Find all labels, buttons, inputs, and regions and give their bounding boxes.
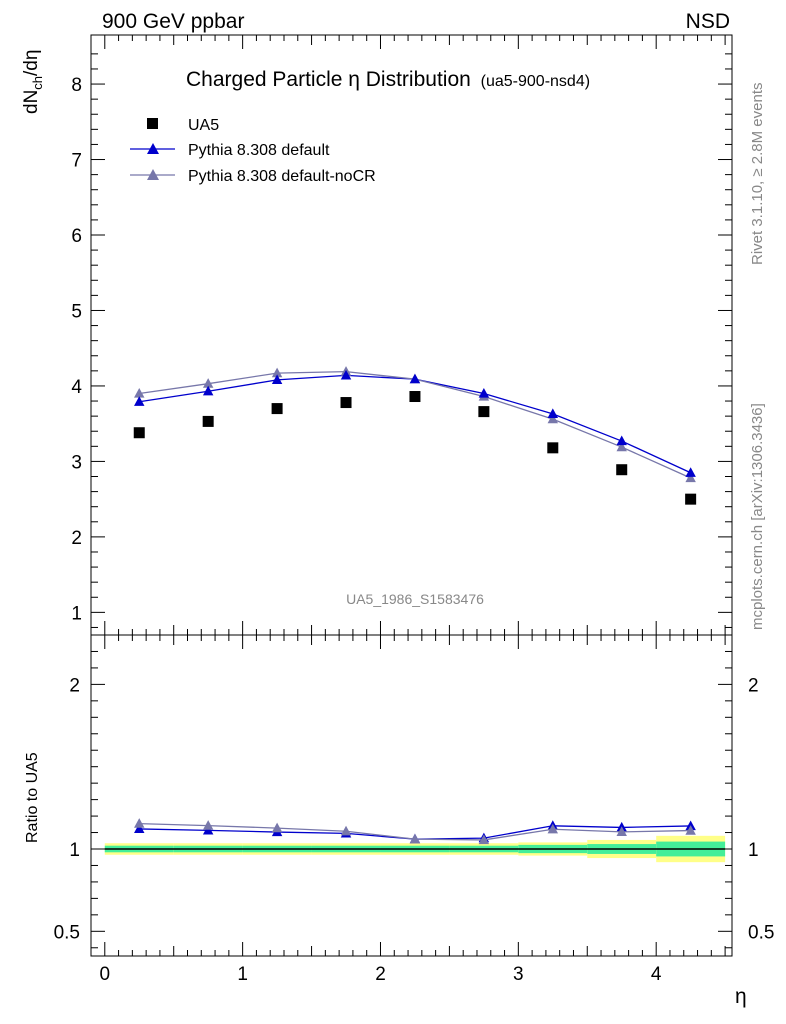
data-point xyxy=(409,391,421,403)
mc-point xyxy=(616,441,627,452)
x-tick-label: 1 xyxy=(237,964,248,985)
legend-marker-ua5 xyxy=(147,118,158,129)
mc-point xyxy=(478,387,490,398)
data-point xyxy=(478,406,490,418)
header-left-label: 900 GeV ppbar xyxy=(102,10,244,33)
legend: UA5 Pythia 8.308 default Pythia 8.308 de… xyxy=(130,117,376,185)
ratio-y-tick-label-right: 0.5 xyxy=(748,922,774,943)
y-tick-label: 4 xyxy=(71,377,82,398)
mc-point xyxy=(202,385,214,396)
data-point xyxy=(340,397,352,409)
main-series-group xyxy=(133,366,697,505)
axis-tick-labels: 0 1 2 3 4 1 2 3 4 5 6 7 8 0.5 0.5 1 1 2 2 xyxy=(54,75,775,985)
mc-point xyxy=(685,467,696,477)
ratio-y-tick-label: 2 xyxy=(69,675,80,696)
data-point xyxy=(133,427,145,439)
data-point xyxy=(271,403,283,415)
y-tick-label: 8 xyxy=(71,75,82,96)
mc-point xyxy=(547,408,559,418)
series-line xyxy=(139,370,691,479)
chart-title: Charged Particle η Distribution (ua5-900… xyxy=(186,68,590,91)
legend-label-ua5: UA5 xyxy=(188,117,219,134)
y-tick-label: 5 xyxy=(71,301,82,322)
x-axis-label: η xyxy=(735,985,747,1008)
rivet-version-text: Rivet 3.1.10, ≥ 2.8M events xyxy=(749,83,766,266)
ratio-y-axis-label: Ratio to UA5 xyxy=(24,752,41,843)
y-tick-label: 3 xyxy=(71,452,82,473)
legend-label-default: Pythia 8.308 default xyxy=(188,142,330,159)
ratio-point xyxy=(271,822,283,833)
series-line xyxy=(139,374,691,474)
ratio-uncertainty-bands xyxy=(104,835,726,863)
x-tick-label: 2 xyxy=(375,964,386,985)
axis-ticks xyxy=(91,35,732,956)
header-right-label: NSD xyxy=(686,10,730,33)
mcplots-source-text: mcplots.cern.ch [arXiv:1306.3436] xyxy=(749,403,766,630)
data-point xyxy=(547,442,559,454)
ratio-point xyxy=(478,834,490,845)
mc-point xyxy=(409,373,421,384)
mc-point xyxy=(134,387,145,398)
ratio-y-tick-label-right: 1 xyxy=(748,840,759,861)
y-tick-label: 7 xyxy=(71,151,82,172)
y-tick-label: 6 xyxy=(71,226,82,247)
ratio-point xyxy=(616,826,627,837)
x-tick-label: 4 xyxy=(651,964,662,985)
mc-point xyxy=(547,413,559,424)
mc-point xyxy=(340,369,352,380)
chart-title-tag: (ua5-900-nsd4) xyxy=(481,73,590,90)
mc-point xyxy=(271,374,283,385)
ratio-plot-frame xyxy=(90,634,733,957)
ratio-point xyxy=(547,823,559,834)
chart-title-main: Charged Particle η Distribution xyxy=(186,68,471,91)
ratio-point xyxy=(685,825,696,835)
data-point xyxy=(202,415,214,427)
legend-marker-default xyxy=(147,143,159,154)
y-tick-label: 1 xyxy=(71,603,82,624)
ratio-y-tick-label: 0.5 xyxy=(54,922,80,943)
main-y-axis-label: dNch/dη xyxy=(21,50,45,114)
ratio-point xyxy=(134,818,145,828)
mc-point xyxy=(685,472,696,483)
ratio-y-tick-label-right: 2 xyxy=(748,675,759,696)
y-tick-label: 2 xyxy=(71,528,82,549)
x-tick-label: 3 xyxy=(513,964,524,985)
data-point xyxy=(685,493,697,505)
mc-point xyxy=(616,435,627,446)
legend-label-nocr: Pythia 8.308 default-noCR xyxy=(188,168,376,185)
ratio-point xyxy=(340,825,352,836)
ratio-point xyxy=(202,820,214,830)
ratio-y-tick-label: 1 xyxy=(69,840,80,861)
legend-marker-nocr xyxy=(147,169,159,180)
mc-point xyxy=(271,367,283,378)
analysis-watermark: UA5_1986_S1583476 xyxy=(346,591,484,607)
ratio-point xyxy=(134,823,145,834)
ratio-series-group xyxy=(134,818,696,845)
mc-point xyxy=(202,378,214,388)
x-tick-label: 0 xyxy=(99,964,110,985)
ratio-point xyxy=(409,833,421,844)
mc-point xyxy=(134,396,145,406)
data-point xyxy=(616,464,628,476)
